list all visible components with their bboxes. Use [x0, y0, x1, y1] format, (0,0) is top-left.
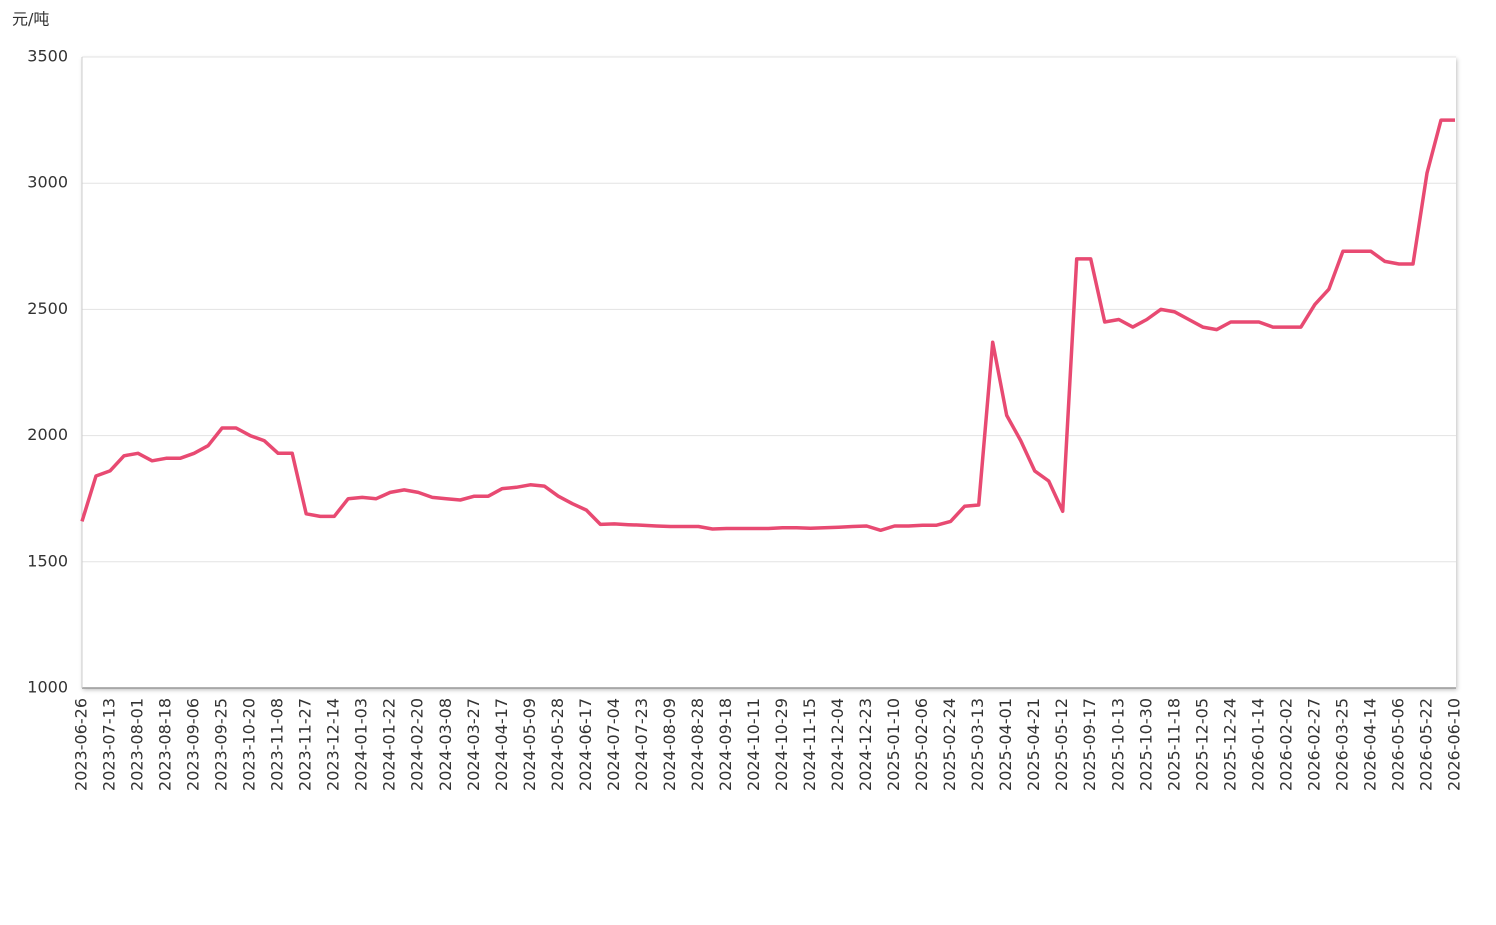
x-tick-label: 2026-03-25: [1332, 698, 1351, 791]
x-tick-label: 2024-10-11: [744, 698, 763, 791]
x-tick-label: 2024-12-23: [856, 698, 875, 791]
x-tick-label: 2025-10-30: [1136, 698, 1155, 791]
x-tick-label: 2025-10-13: [1108, 698, 1127, 791]
x-tick-label: 2023-09-25: [212, 698, 231, 791]
x-tick-label: 2026-05-06: [1388, 698, 1407, 791]
x-tick-label: 2025-09-17: [1080, 698, 1099, 791]
y-axis-label: 元/吨: [12, 10, 49, 29]
x-tick-label: 2023-06-26: [72, 698, 91, 791]
y-tick-label: 1500: [27, 551, 68, 570]
x-tick-label: 2023-08-01: [128, 698, 147, 791]
x-tick-label: 2025-04-21: [1024, 698, 1043, 791]
x-tick-label: 2025-02-06: [912, 698, 931, 791]
x-tick-label: 2024-10-29: [772, 698, 791, 791]
plot: 1000 1500 2000 2500 3000 3500 2023-06-26 2023-0…: [27, 47, 1463, 791]
y-tick-label: 3000: [27, 173, 68, 192]
x-tick-label: 2025-05-12: [1052, 698, 1071, 791]
x-tick-label: 2024-05-09: [520, 698, 539, 791]
x-tick-label: 2024-11-15: [800, 698, 819, 791]
plot-area: [82, 57, 1456, 688]
x-tick-label: 2023-09-06: [184, 698, 203, 791]
x-tick-label: 2024-08-09: [660, 698, 679, 791]
x-tick-label: 2024-07-23: [632, 698, 651, 791]
x-tick-label: 2026-01-14: [1248, 698, 1267, 791]
x-tick-label: 2024-04-17: [492, 698, 511, 791]
x-tick-label: 2024-01-03: [352, 698, 371, 791]
x-tick-label: 2024-03-08: [436, 698, 455, 791]
y-tick-label: 1000: [27, 678, 68, 697]
x-tick-label: 2025-12-24: [1220, 698, 1239, 791]
x-tick-label: 2024-05-28: [548, 698, 567, 791]
x-tick-label: 2023-11-27: [296, 698, 315, 791]
x-tick-label: 2024-09-18: [716, 698, 735, 791]
x-tick-label: 2025-12-05: [1192, 698, 1211, 791]
x-tick-label: 2026-06-10: [1445, 698, 1464, 791]
x-tick-label: 2026-04-14: [1360, 698, 1379, 791]
x-tick-label: 2025-04-01: [996, 698, 1015, 791]
x-tick-label: 2024-01-22: [380, 698, 399, 791]
data-line: [80, 118, 1455, 533]
y-tick-label: 3500: [27, 47, 68, 66]
y-tick-label: 2000: [27, 425, 68, 444]
x-tick-label: 2024-07-04: [604, 698, 623, 791]
x-tick-label: 2025-01-10: [884, 698, 903, 791]
x-tick-label: 2023-12-14: [324, 698, 343, 791]
x-tick-label: 2024-08-28: [688, 698, 707, 791]
x-tick-label: 2026-05-22: [1416, 698, 1435, 791]
y-tick-label: 2500: [27, 299, 68, 318]
x-tick-label: 2024-06-17: [576, 698, 595, 791]
x-tick-label: 2023-11-08: [268, 698, 287, 791]
x-tick-label: 2023-08-18: [156, 698, 175, 791]
x-tick-label: 2023-10-20: [240, 698, 259, 791]
x-tick-label: 2024-12-04: [828, 698, 847, 791]
x-tick-label: 2025-02-24: [940, 698, 959, 791]
x-tick-label: 2025-11-18: [1164, 698, 1183, 791]
x-tick-label: 2026-02-02: [1276, 698, 1295, 791]
x-tick-label: 2025-03-13: [968, 698, 987, 791]
x-tick-label: 2026-02-27: [1304, 698, 1323, 791]
x-tick-label: 2024-03-27: [464, 698, 483, 791]
x-tick-label: 2023-07-13: [100, 698, 119, 791]
x-tick-label: 2024-02-20: [408, 698, 427, 791]
